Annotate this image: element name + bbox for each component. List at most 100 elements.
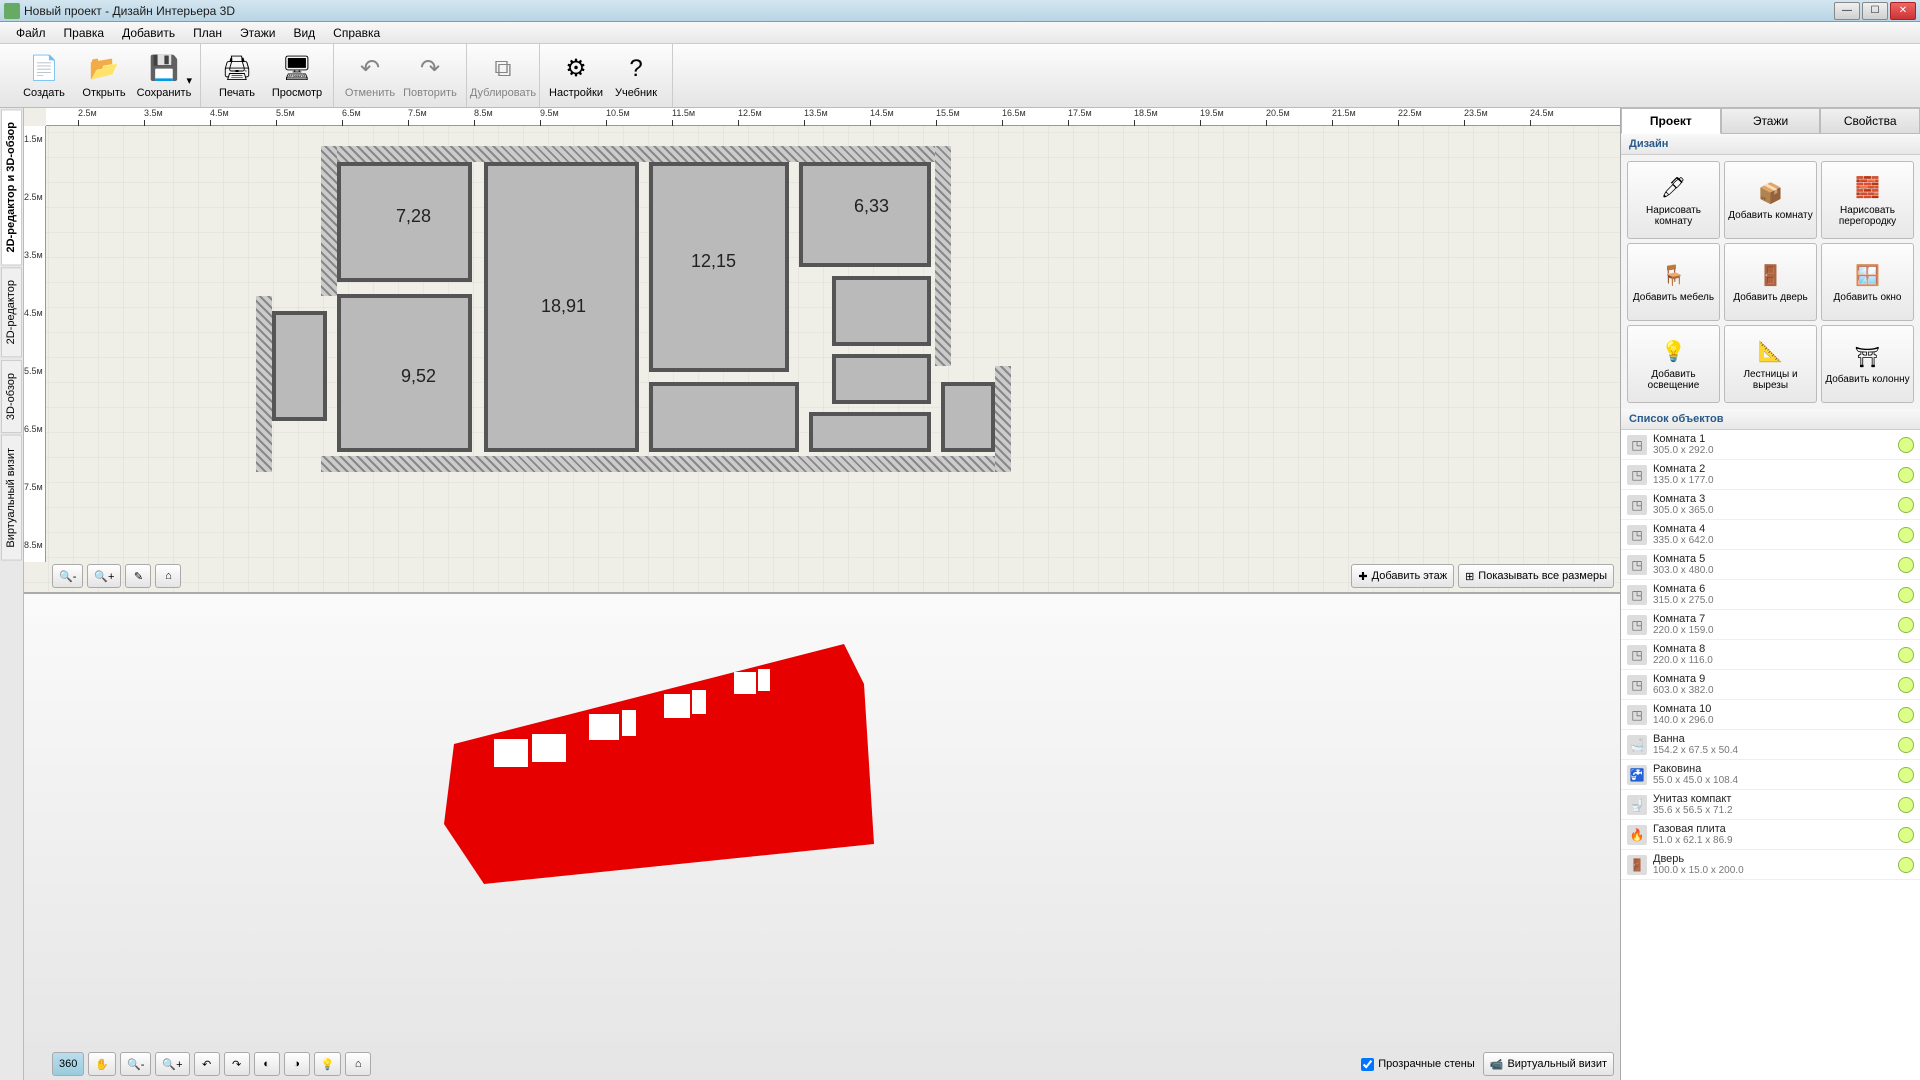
object-item[interactable]: 🚪Дверь100.0 x 15.0 x 200.0: [1621, 850, 1920, 880]
menu-Добавить[interactable]: Добавить: [114, 24, 183, 42]
toolbar-Учебник[interactable]: ?Учебник: [606, 47, 666, 105]
right-tab-Свойства[interactable]: Свойства: [1820, 108, 1920, 134]
transparent-walls-input[interactable]: [1361, 1058, 1374, 1071]
visibility-toggle-icon[interactable]: [1898, 617, 1914, 633]
object-item[interactable]: ◳Комната 3305.0 x 365.0: [1621, 490, 1920, 520]
floorplan[interactable]: 7,2818,9112,156,339,52: [46, 126, 1620, 562]
design-btn-Лестницы и вырезы[interactable]: 📐Лестницы и вырезы: [1724, 325, 1817, 403]
object-item[interactable]: ◳Комната 4335.0 x 642.0: [1621, 520, 1920, 550]
menu-Правка[interactable]: Правка: [56, 24, 113, 42]
close-button[interactable]: ✕: [1890, 2, 1916, 20]
design-btn-Добавить комнату[interactable]: 📦Добавить комнату: [1724, 161, 1817, 239]
transparent-walls-checkbox[interactable]: Прозрачные стены: [1361, 1058, 1474, 1071]
canvas3d-tool[interactable]: 💡: [314, 1052, 342, 1076]
canvas3d-tool[interactable]: 🔍-: [120, 1052, 151, 1076]
design-btn-Добавить мебель[interactable]: 🪑Добавить мебель: [1627, 243, 1720, 321]
menu-Файл[interactable]: Файл: [8, 24, 54, 42]
visibility-toggle-icon[interactable]: [1898, 797, 1914, 813]
canvas2d-tool[interactable]: ⌂: [155, 564, 181, 588]
object-item[interactable]: 🚽Унитаз компакт35.6 x 56.5 x 71.2: [1621, 790, 1920, 820]
design-btn-Добавить колонну[interactable]: ⛩Добавить колонну: [1821, 325, 1914, 403]
room[interactable]: [832, 276, 931, 346]
canvas3d-tool[interactable]: ↷: [224, 1052, 250, 1076]
toolbar-Сохранить[interactable]: 💾Сохранить▾: [134, 47, 194, 105]
visibility-toggle-icon[interactable]: [1898, 677, 1914, 693]
visibility-toggle-icon[interactable]: [1898, 587, 1914, 603]
canvas-3d[interactable]: 360✋🔍-🔍+↶↷◐◑💡⌂ Прозрачные стены 📹 Виртуа…: [24, 594, 1620, 1080]
add-floor-button[interactable]: ✚ Добавить этаж: [1351, 564, 1454, 588]
object-item[interactable]: ◳Комната 8220.0 x 116.0: [1621, 640, 1920, 670]
left-tab-2D-редактор и 3D-обзор[interactable]: 2D-редактор и 3D-обзор: [1, 109, 22, 265]
canvas3d-tool[interactable]: ⌂: [345, 1052, 371, 1076]
visibility-toggle-icon[interactable]: [1898, 467, 1914, 483]
toolbar-Настройки[interactable]: ⚙Настройки: [546, 47, 606, 105]
object-item[interactable]: ◳Комната 7220.0 x 159.0: [1621, 610, 1920, 640]
minimize-button[interactable]: —: [1834, 2, 1860, 20]
toolbar-Открыть[interactable]: 📂Открыть: [74, 47, 134, 105]
left-tab-Виртуальный визит[interactable]: Виртуальный визит: [1, 435, 22, 561]
right-tab-Этажи[interactable]: Этажи: [1721, 108, 1821, 134]
right-tab-Проект[interactable]: Проект: [1621, 108, 1721, 134]
toolbar-Просмотр[interactable]: 🖥Просмотр: [267, 47, 327, 105]
visibility-toggle-icon[interactable]: [1898, 737, 1914, 753]
object-icon: 🚪: [1627, 855, 1647, 875]
canvas3d-tool[interactable]: 360: [52, 1052, 84, 1076]
visibility-toggle-icon[interactable]: [1898, 497, 1914, 513]
model-3d: [424, 624, 1124, 894]
canvas3d-tool[interactable]: ↶: [194, 1052, 220, 1076]
visibility-toggle-icon[interactable]: [1898, 767, 1914, 783]
room[interactable]: [832, 354, 931, 404]
maximize-button[interactable]: ☐: [1862, 2, 1888, 20]
canvas2d-tool[interactable]: ✎: [125, 564, 151, 588]
object-dimensions: 35.6 x 56.5 x 71.2: [1653, 805, 1892, 816]
canvas2d-tool[interactable]: 🔍-: [52, 564, 83, 588]
design-btn-Добавить окно[interactable]: 🪟 Добавить окно: [1821, 243, 1914, 321]
visibility-toggle-icon[interactable]: [1898, 827, 1914, 843]
visibility-toggle-icon[interactable]: [1898, 707, 1914, 723]
room[interactable]: [809, 412, 931, 452]
show-dimensions-button[interactable]: ⊞ Показывать все размеры: [1458, 564, 1614, 588]
design-label: Добавить окно: [1834, 292, 1902, 303]
room[interactable]: [649, 382, 799, 452]
object-item[interactable]: 🔥Газовая плита51.0 x 62.1 x 86.9: [1621, 820, 1920, 850]
canvas3d-tool[interactable]: ◐: [254, 1052, 280, 1076]
design-btn-Добавить освещение[interactable]: 💡Добавить освещение: [1627, 325, 1720, 403]
object-item[interactable]: ◳Комната 10140.0 x 296.0: [1621, 700, 1920, 730]
canvas-2d[interactable]: 2.5м3.5м4.5м5.5м6.5м7.5м8.5м9.5м10.5м11.…: [24, 108, 1620, 594]
menu-Вид[interactable]: Вид: [285, 24, 323, 42]
toolbar-Создать[interactable]: 📄Создать: [14, 47, 74, 105]
canvas3d-tool[interactable]: 🔍+: [155, 1052, 189, 1076]
object-item[interactable]: ◳Комната 9603.0 x 382.0: [1621, 670, 1920, 700]
visibility-toggle-icon[interactable]: [1898, 437, 1914, 453]
dropdown-icon[interactable]: ▾: [186, 74, 192, 87]
design-icon: 🪟: [1854, 261, 1882, 289]
object-item[interactable]: ◳Комната 6315.0 x 275.0: [1621, 580, 1920, 610]
object-item[interactable]: ◳Комната 2135.0 x 177.0: [1621, 460, 1920, 490]
canvas3d-tool[interactable]: ✋: [88, 1052, 116, 1076]
visibility-toggle-icon[interactable]: [1898, 857, 1914, 873]
visibility-toggle-icon[interactable]: [1898, 647, 1914, 663]
canvas2d-tool[interactable]: 🔍+: [87, 564, 121, 588]
object-item[interactable]: 🚰Раковина55.0 x 45.0 x 108.4: [1621, 760, 1920, 790]
left-tab-2D-редактор[interactable]: 2D-редактор: [1, 267, 22, 357]
object-item[interactable]: ◳Комната 5303.0 x 480.0: [1621, 550, 1920, 580]
object-item[interactable]: ◳Комната 1305.0 x 292.0: [1621, 430, 1920, 460]
canvas3d-tool[interactable]: ◑: [284, 1052, 310, 1076]
design-btn-Нарисовать перегородку[interactable]: 🧱Нарисовать перегородку: [1821, 161, 1914, 239]
room[interactable]: [272, 311, 327, 421]
object-item[interactable]: 🛁Ванна154.2 x 67.5 x 50.4: [1621, 730, 1920, 760]
toolbar-Печать[interactable]: 🖨Печать: [207, 47, 267, 105]
objects-list[interactable]: ◳Комната 1305.0 x 292.0◳Комната 2135.0 x…: [1621, 430, 1920, 1080]
design-btn-Нарисовать комнату[interactable]: 🖊Нарисовать комнату: [1627, 161, 1720, 239]
room[interactable]: [941, 382, 995, 452]
virtual-visit-button[interactable]: 📹 Виртуальный визит: [1483, 1052, 1614, 1076]
design-btn-Добавить дверь[interactable]: 🚪Добавить дверь: [1724, 243, 1817, 321]
menu-План[interactable]: План: [185, 24, 230, 42]
menu-Справка[interactable]: Справка: [325, 24, 388, 42]
room-area-label: 9,52: [401, 366, 436, 387]
menu-Этажи[interactable]: Этажи: [232, 24, 283, 42]
left-tab-3D-обзор[interactable]: 3D-обзор: [1, 360, 22, 433]
visibility-toggle-icon[interactable]: [1898, 527, 1914, 543]
ruler-tick: 17.5м: [1068, 108, 1092, 126]
visibility-toggle-icon[interactable]: [1898, 557, 1914, 573]
